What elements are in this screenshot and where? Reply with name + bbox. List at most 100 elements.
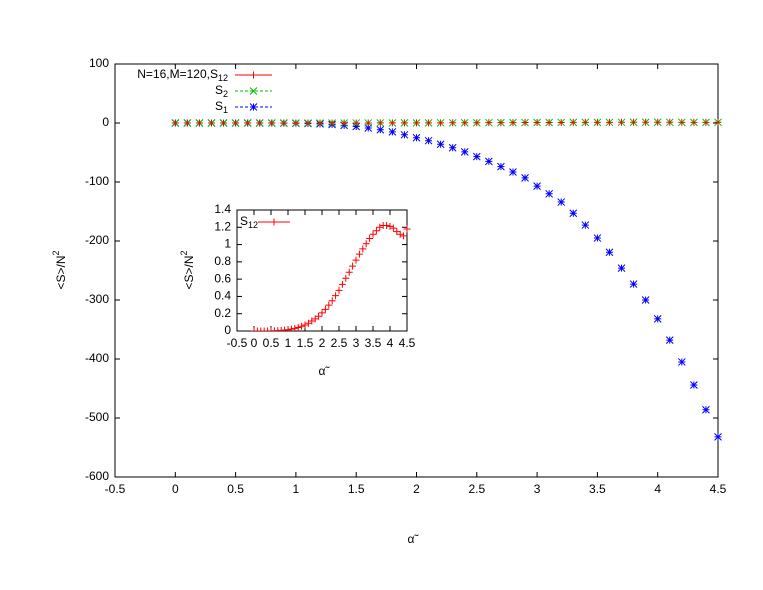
plot-points xyxy=(250,222,411,331)
data-point xyxy=(593,118,601,126)
x-tick-label: -0.5 xyxy=(227,336,248,350)
data-point xyxy=(557,198,566,206)
data-point xyxy=(220,119,228,127)
data-point xyxy=(284,326,292,331)
data-point xyxy=(472,152,481,161)
data-point xyxy=(521,119,529,127)
data-point xyxy=(338,280,346,288)
data-point xyxy=(342,274,350,282)
y-tick-label: 1 xyxy=(224,237,231,251)
data-point xyxy=(665,336,674,344)
legend-label: N=16,M=120,S12 xyxy=(137,67,228,83)
data-point xyxy=(318,309,326,317)
data-point xyxy=(253,327,261,331)
data-point xyxy=(359,245,367,253)
data-point xyxy=(332,292,340,300)
y-tick-label: -200 xyxy=(85,233,109,247)
x-tick-label: 0 xyxy=(172,482,179,496)
x-axis-label: α̃ xyxy=(319,364,331,378)
data-point xyxy=(653,315,662,323)
data-point xyxy=(335,286,343,294)
data-point xyxy=(257,327,265,331)
data-point xyxy=(702,118,710,126)
data-point xyxy=(593,234,602,242)
data-point xyxy=(315,312,323,320)
data-point xyxy=(280,119,288,127)
legend-marker xyxy=(250,71,257,79)
x-tick-label: 0 xyxy=(251,336,258,350)
legend-label: S1 xyxy=(215,99,228,115)
data-point xyxy=(349,262,357,270)
data-point xyxy=(437,119,445,127)
data-point xyxy=(533,119,541,127)
data-point xyxy=(250,327,258,331)
data-point xyxy=(677,358,686,366)
data-point xyxy=(425,119,433,127)
data-point xyxy=(388,119,396,127)
data-point xyxy=(605,118,613,126)
x-tick-label: 1 xyxy=(285,336,292,350)
x-tick-label: 4.5 xyxy=(399,336,416,350)
data-point xyxy=(545,118,553,126)
data-point xyxy=(509,168,517,176)
data-point xyxy=(666,118,674,126)
y-tick-label: -500 xyxy=(85,410,109,424)
data-point xyxy=(364,119,372,127)
data-point xyxy=(461,119,469,127)
data-point xyxy=(714,433,722,441)
y-tick-label: -300 xyxy=(85,292,109,306)
legend-label: S2 xyxy=(215,83,228,99)
y-tick-label: 1.2 xyxy=(214,219,231,233)
data-point xyxy=(366,235,374,243)
data-point xyxy=(396,230,404,238)
data-point xyxy=(207,119,215,127)
data-point xyxy=(287,325,295,331)
data-point xyxy=(325,301,333,309)
x-tick-label: 3 xyxy=(534,482,541,496)
data-point xyxy=(292,119,300,127)
data-point xyxy=(244,119,252,127)
data-point xyxy=(294,324,302,331)
legend-marker xyxy=(270,218,278,226)
data-point xyxy=(301,321,309,329)
data-point xyxy=(702,405,710,414)
data-point xyxy=(436,140,445,149)
y-tick-label: 0.8 xyxy=(214,254,231,268)
data-point xyxy=(376,223,384,231)
data-point xyxy=(533,182,541,190)
data-point xyxy=(413,119,420,127)
data-point xyxy=(388,127,397,136)
x-axis-label: α̃ xyxy=(408,532,420,546)
data-point xyxy=(321,305,329,313)
y-tick-label: 0 xyxy=(102,115,109,129)
data-point xyxy=(557,118,565,126)
data-point xyxy=(195,119,203,127)
x-tick-label: 3 xyxy=(353,336,360,350)
data-point xyxy=(232,119,240,127)
data-point xyxy=(509,119,517,127)
y-tick-label: -600 xyxy=(85,469,109,483)
x-tick-label: 2.5 xyxy=(468,482,485,496)
data-point xyxy=(629,280,638,288)
y-axis-label: <S>/N2 xyxy=(179,250,196,289)
y-tick-label: 100 xyxy=(89,56,109,70)
data-point xyxy=(260,327,268,331)
data-point xyxy=(714,118,722,126)
data-point xyxy=(369,230,377,238)
data-point xyxy=(376,119,384,127)
data-point xyxy=(316,119,324,127)
data-point xyxy=(256,119,264,127)
data-point xyxy=(581,221,590,229)
data-point xyxy=(654,118,662,126)
data-point xyxy=(403,225,411,233)
x-tick-label: 0.5 xyxy=(227,482,244,496)
x-tick-label: 0.5 xyxy=(263,336,280,350)
data-point xyxy=(183,119,191,127)
y-tick-label: -100 xyxy=(85,174,109,188)
data-point xyxy=(364,124,373,132)
x-tick-label: 2 xyxy=(413,482,420,496)
data-point xyxy=(328,297,336,305)
data-point xyxy=(352,119,360,127)
y-tick-label: -400 xyxy=(85,351,109,365)
